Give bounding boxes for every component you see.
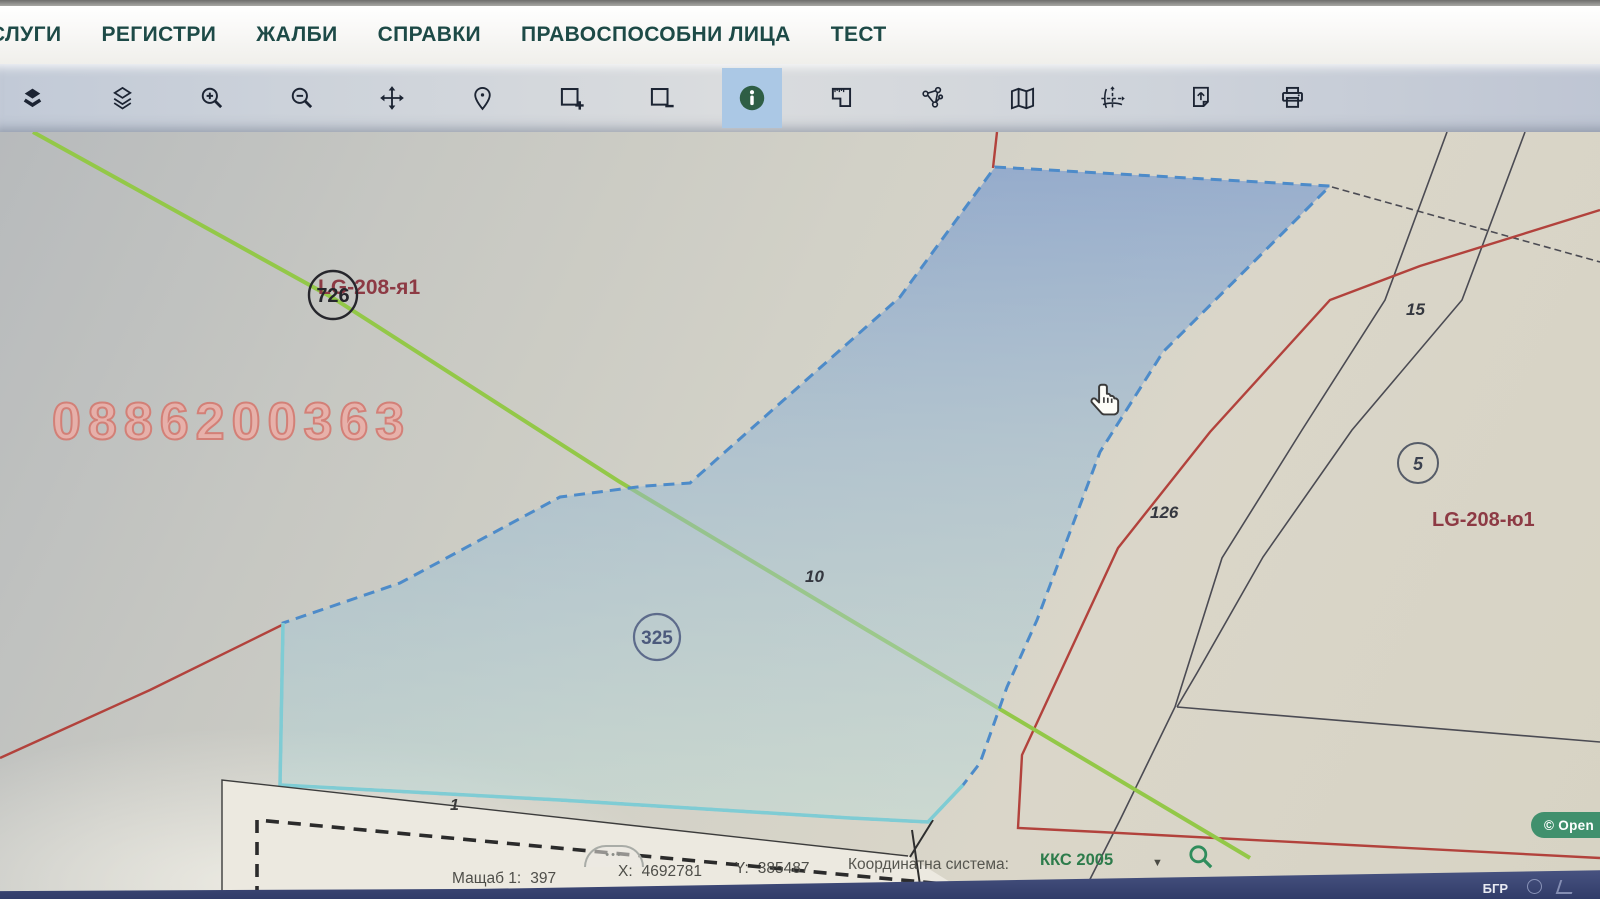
- menu-item-zhalbi[interactable]: ЖАЛБИ: [256, 23, 338, 46]
- point-726-circle: [307, 269, 359, 321]
- osm-attribution-badge[interactable]: © Open: [1531, 812, 1600, 838]
- point-325-circle: [632, 612, 682, 662]
- main-menu-bar: СЛУГИ РЕГИСТРИ ЖАЛБИ СПРАВКИ ПРАВОСПОСОБ…: [0, 6, 1600, 64]
- point-5-label: 5: [1413, 454, 1424, 474]
- measure-area-icon[interactable]: [913, 79, 951, 117]
- cad-label-left: LG-208-я1: [318, 276, 420, 299]
- layers-icon[interactable]: [103, 79, 141, 117]
- taskbar-volume-icon[interactable]: [1527, 879, 1542, 894]
- coordinates-icon[interactable]: [1093, 79, 1131, 117]
- map-labels: LG-208-я1 726 10 325 126 5 LG-208-ю1 15 …: [307, 269, 1535, 814]
- phone-watermark: 0886200363: [51, 392, 412, 452]
- map-canvas[interactable]: LG-208-я1 726 10 325 126 5 LG-208-ю1 15 …: [0, 132, 1600, 899]
- point-726-label: 726: [316, 285, 349, 307]
- sheet-dashed-border: [255, 818, 956, 899]
- sheet-thin-border: [221, 779, 909, 899]
- parcel-1-label: 1: [450, 797, 459, 814]
- zoom-window-in-icon[interactable]: [553, 79, 591, 117]
- map-toolbar: [0, 64, 1600, 132]
- photo-top-edge: [0, 0, 1600, 6]
- parcel-126-label: 126: [1150, 503, 1179, 522]
- zoom-in-icon[interactable]: [193, 79, 231, 117]
- taskbar-language-indicator[interactable]: БГР: [1482, 881, 1508, 896]
- crs-selected-value[interactable]: ККС 2005: [1040, 851, 1114, 869]
- scale-value: 397: [530, 870, 557, 887]
- scale-readout: Мащаб 1: 397: [452, 870, 556, 888]
- overview-map-icon[interactable]: [1003, 79, 1041, 117]
- identify-info-icon[interactable]: [733, 79, 771, 117]
- y-value: 385487: [757, 860, 810, 877]
- pan-icon[interactable]: [373, 79, 411, 117]
- point-5-circle: [1397, 442, 1439, 484]
- x-value: 4692781: [641, 863, 702, 880]
- parcel-10-label: 10: [805, 567, 824, 586]
- parcel-15-label: 15: [1406, 300, 1425, 319]
- y-coordinate-readout: Y: 385487: [735, 860, 810, 878]
- road-lines: [909, 132, 1600, 899]
- map-geometry: LG-208-я1 726 10 325 126 5 LG-208-ю1 15 …: [0, 132, 1600, 899]
- print-icon[interactable]: [1273, 79, 1311, 117]
- zoom-out-icon[interactable]: [283, 79, 321, 117]
- measure-distance-icon[interactable]: [823, 79, 861, 117]
- red-boundary-lines: [0, 132, 1600, 860]
- menu-item-test[interactable]: ТЕСТ: [830, 23, 887, 46]
- hand-cursor-icon: [1088, 382, 1124, 427]
- osm-attribution-text: © Open: [1544, 817, 1594, 833]
- layers-visible-icon[interactable]: [13, 79, 51, 117]
- chevron-down-icon[interactable]: ▼: [1152, 857, 1163, 869]
- cad-label-right: LG-208-ю1: [1432, 509, 1535, 531]
- location-pin-icon[interactable]: [463, 79, 501, 117]
- export-icon[interactable]: [1183, 79, 1221, 117]
- search-icon[interactable]: [1186, 842, 1216, 877]
- selected-parcel-polygon[interactable]: [278, 165, 1334, 824]
- menu-item-pravosposobni-litsa[interactable]: ПРАВОСПОСОБНИ ЛИЦА: [521, 23, 791, 46]
- parcel-cyan-edge: [278, 622, 965, 824]
- zoom-window-out-icon[interactable]: [643, 79, 681, 117]
- crs-label: Координатна система:: [848, 856, 1009, 873]
- scale-label: Мащаб 1:: [452, 870, 522, 887]
- x-coordinate-readout: X: 4692781: [618, 863, 702, 881]
- menu-item-spravki[interactable]: СПРАВКИ: [377, 23, 482, 46]
- x-label: X:: [618, 863, 633, 880]
- menu-item-registri[interactable]: РЕГИСТРИ: [101, 23, 217, 46]
- menu-item-uslugi[interactable]: СЛУГИ: [0, 23, 62, 46]
- y-label: Y:: [735, 860, 749, 877]
- point-325-label: 325: [641, 628, 673, 649]
